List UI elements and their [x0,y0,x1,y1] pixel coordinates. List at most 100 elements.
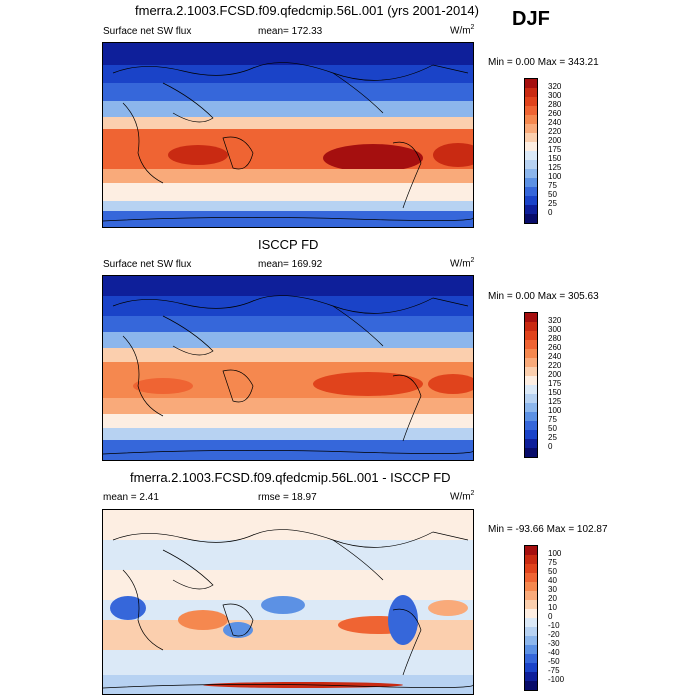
colorbar-tick-label: 150 [548,388,562,397]
colorbar-tick-label: 50 [548,190,557,199]
colorbar-cell [525,124,537,133]
colorbar-cell [525,582,537,591]
colorbar-tick-label: 75 [548,181,557,190]
colorbar-tick-label: -75 [548,666,560,675]
colorbar-tick-label: 300 [548,91,562,100]
colorbar-cell [525,600,537,609]
colorbar-cell [525,169,537,178]
colorbar-tick-label: 220 [548,127,562,136]
panel2-minmax: Min = 0.00 Max = 305.63 [488,291,599,302]
colorbar-tick-label: -100 [548,675,565,684]
colorbar-cell [525,151,537,160]
colorbar-cell [525,439,537,448]
colorbar-tick-label: 0 [548,442,553,451]
colorbar-cell [525,448,537,457]
colorbar-cell [525,645,537,654]
colorbar-cell [525,322,537,331]
colorbar-cell [525,313,537,322]
colorbar-tick-label: 240 [548,352,562,361]
colorbar-cell [525,106,537,115]
colorbar-cell [525,205,537,214]
colorbar-cell [525,430,537,439]
colorbar-cell [525,412,537,421]
colorbar-cell [525,133,537,142]
colorbar-tick-label: -10 [548,621,560,630]
panel1-colorbar [524,78,538,224]
colorbar-tick-label: -30 [548,639,560,648]
panel1-mean-label: mean= 172.33 [258,26,323,37]
colorbar-tick-label: 50 [548,567,557,576]
colorbar-tick-label: 280 [548,100,562,109]
colorbar-tick-label: 175 [548,145,562,154]
colorbar-tick-label: 100 [548,406,562,415]
colorbar-cell [525,376,537,385]
colorbar-tick-label: 200 [548,136,562,145]
colorbar-tick-label: 30 [548,585,557,594]
panel3-units: W/m2 [450,490,475,503]
colorbar-tick-label: 200 [548,370,562,379]
colorbar-cell [525,349,537,358]
colorbar-tick-label: 125 [548,163,562,172]
panel3-title: fmerra.2.1003.FCSD.f09.qfedcmip.56L.001 … [130,470,451,485]
panel3-map [102,509,474,695]
colorbar-tick-label: 220 [548,361,562,370]
colorbar-tick-label: 100 [548,549,562,558]
panel3-minmax: Min = -93.66 Max = 102.87 [488,524,608,535]
colorbar-tick-label: 260 [548,343,562,352]
colorbar-cell [525,421,537,430]
colorbar-cell [525,142,537,151]
colorbar-cell [525,403,537,412]
colorbar-tick-label: 0 [548,208,553,217]
panel2-units: W/m2 [450,257,475,270]
colorbar-tick-label: 280 [548,334,562,343]
colorbar-tick-label: 50 [548,424,557,433]
panel3-colorbar-labels: 100 75 50 40 30 20 10 0 -10 -20 -30 -40 -50 -75 -100 [548,545,578,691]
colorbar-cell [525,160,537,169]
colorbar-tick-label: 175 [548,379,562,388]
colorbar-cell [525,79,537,88]
colorbar-tick-label: 150 [548,154,562,163]
colorbar-tick-label: 75 [548,558,557,567]
colorbar-cell [525,555,537,564]
colorbar-cell [525,591,537,600]
colorbar-cell [525,394,537,403]
colorbar-tick-label: -20 [548,630,560,639]
colorbar-cell [525,97,537,106]
colorbar-tick-label: 10 [548,603,557,612]
panel1-minmax: Min = 0.00 Max = 343.21 [488,57,599,68]
colorbar-cell [525,681,537,690]
colorbar-tick-label: 25 [548,199,557,208]
colorbar-tick-label: 20 [548,594,557,603]
colorbar-tick-label: 260 [548,109,562,118]
colorbar-tick-label: -40 [548,648,560,657]
colorbar-cell [525,178,537,187]
colorbar-cell [525,115,537,124]
colorbar-cell [525,187,537,196]
colorbar-tick-label: -50 [548,657,560,666]
panel3-colorbar [524,545,538,691]
panel2-title: ISCCP FD [258,237,319,252]
panel1-units: W/m2 [450,24,475,37]
panel2-map [102,275,474,461]
season-label: DJF [512,8,550,30]
colorbar-cell [525,654,537,663]
colorbar-cell [525,331,537,340]
panel1-title: fmerra.2.1003.FCSD.f09.qfedcmip.56L.001 … [135,3,479,18]
panel1-colorbar-labels: 320 300 280 260 240 220 200 175 150 125 100 75 50 25 0 [548,78,578,224]
colorbar-tick-label: 100 [548,172,562,181]
colorbar-cell [525,214,537,223]
colorbar-cell [525,546,537,555]
colorbar-tick-label: 300 [548,325,562,334]
colorbar-tick-label: 320 [548,316,562,325]
colorbar-cell [525,627,537,636]
colorbar-tick-label: 125 [548,397,562,406]
panel2-mean-label: mean= 169.92 [258,259,323,270]
colorbar-cell [525,88,537,97]
panel1-variable-label: Surface net SW flux [103,26,192,37]
colorbar-cell [525,367,537,376]
colorbar-tick-label: 240 [548,118,562,127]
colorbar-cell [525,564,537,573]
colorbar-tick-label: 75 [548,415,557,424]
colorbar-cell [525,663,537,672]
colorbar-cell [525,340,537,349]
